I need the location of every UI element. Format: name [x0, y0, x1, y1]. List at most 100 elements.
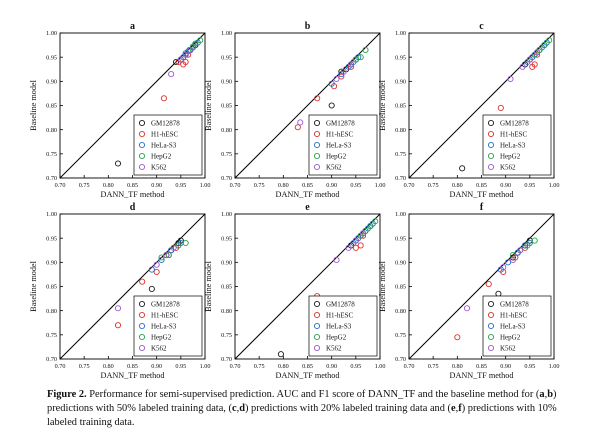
legend-marker [138, 130, 146, 138]
panel-d: d 0.70 0.75 0.80 0.85 0.90 0.95 1.00 0.70 0.75 0.8… [29, 202, 210, 380]
panel-title: b [305, 21, 311, 32]
legend-marker [487, 333, 495, 341]
legend-box [308, 114, 378, 176]
data-point [153, 261, 160, 268]
data-point [526, 56, 533, 63]
data-point [114, 322, 122, 329]
plot-frame [234, 32, 381, 179]
figure-panels: a 0.70 0.75 0.80 0.85 0.90 0.95 1.00 0.70 0.75 0.8… [29, 21, 559, 380]
legend-marker [313, 344, 321, 352]
data-point [459, 165, 466, 172]
data-point [114, 305, 122, 312]
x-tick-label: 0.80 [452, 182, 463, 189]
x-tick-label: 0.80 [452, 363, 463, 370]
data-point [454, 334, 461, 341]
data-point [182, 51, 189, 58]
data-point [148, 266, 155, 273]
caption-panel-ref: a [539, 389, 545, 400]
y-tick-label: 0.85 [46, 103, 57, 110]
x-tick-label: 0.75 [428, 363, 439, 370]
data-point [177, 237, 184, 244]
y-tick-label: 0.70 [221, 175, 232, 182]
panel-title: f [480, 202, 484, 213]
x-tick-label: 0.80 [278, 363, 289, 370]
caption-segment: Performance for semi-supervised predicti… [86, 389, 540, 400]
legend-marker [138, 300, 146, 308]
caption-segment: , [544, 389, 548, 400]
panel-c: c 0.70 0.75 0.80 0.85 0.90 0.95 1.00 0.70 0.75 0.8… [378, 21, 559, 199]
y-tick-label: 0.80 [395, 308, 406, 315]
y-tick-label: 0.90 [395, 79, 406, 86]
data-point [531, 237, 538, 244]
y-tick-label: 0.90 [221, 79, 232, 86]
data-point [531, 61, 538, 68]
legend-label: K562 [500, 164, 516, 172]
legend-label: HepG2 [500, 334, 521, 342]
legend-marker [138, 333, 146, 341]
x-tick-label: 0.95 [350, 363, 361, 370]
legend-label: HeLa-S3 [500, 323, 526, 331]
x-tick-label: 0.70 [55, 182, 66, 189]
y-tick-label: 0.75 [221, 151, 232, 158]
x-tick-label: 0.75 [428, 182, 439, 189]
y-tick-label: 0.90 [221, 260, 232, 267]
legend-label: HepG2 [326, 334, 347, 342]
caption-segment: , [455, 403, 459, 415]
data-point [338, 73, 345, 80]
caption-segment: ) predictions with 20% labeled training … [244, 403, 452, 415]
plot-frame [59, 32, 206, 179]
x-tick-label: 0.95 [524, 182, 535, 189]
caption-panel-ref: b [547, 389, 553, 400]
legend-label: H1-hESC [326, 131, 354, 139]
x-tick-label: 0.70 [230, 363, 241, 370]
legend-marker [313, 130, 321, 138]
data-point [328, 102, 335, 109]
data-point [172, 58, 180, 66]
figure-caption: Figure 2. Performance for semi-supervise… [47, 388, 567, 431]
y-tick-label: 0.80 [46, 127, 57, 134]
data-point [521, 242, 529, 249]
x-tick-label: 0.85 [476, 363, 487, 370]
legend-label: GM12878 [500, 301, 529, 309]
caption-text: Performance for semi-supervised predicti… [47, 389, 557, 428]
x-tick-label: 0.85 [127, 182, 138, 189]
x-tick-label: 0.85 [476, 182, 487, 189]
data-point [163, 252, 170, 259]
data-point [519, 63, 526, 70]
data-point [505, 259, 512, 266]
legend-label: H1-hESC [151, 312, 179, 320]
data-point [509, 254, 516, 261]
y-tick-label: 0.80 [395, 127, 406, 134]
legend-label: HeLa-S3 [326, 323, 352, 331]
data-point [158, 254, 165, 261]
data-point [148, 285, 155, 292]
x-tick-label: 0.90 [326, 363, 337, 370]
data-point [360, 230, 367, 237]
legend-marker [313, 322, 321, 330]
y-tick-label: 0.90 [46, 79, 57, 86]
data-point [340, 68, 347, 75]
x-tick-label: 0.70 [404, 182, 415, 189]
y-tick-label: 1.00 [221, 30, 232, 37]
legend-label: HepG2 [151, 334, 172, 342]
legend-label: K562 [500, 345, 516, 353]
caption-segment: ) predictions with 50% labeled training … [47, 389, 557, 415]
y-tick-label: 0.95 [395, 54, 406, 61]
x-tick-label: 0.80 [103, 363, 114, 370]
plot-frame [408, 213, 555, 360]
data-point [175, 242, 182, 249]
legend-box [133, 114, 203, 176]
legend-label: GM12878 [326, 120, 355, 128]
data-point [182, 239, 189, 247]
data-point [500, 264, 507, 271]
x-axis-label: DANN_TF method [101, 190, 165, 199]
x-axis-label: DANN_TF method [101, 371, 165, 380]
legend-label: HepG2 [500, 153, 521, 161]
legend-box [308, 295, 378, 357]
x-tick-label: 0.75 [79, 182, 90, 189]
figure-svg: a 0.70 0.75 0.80 0.85 0.90 0.95 1.00 0.70 0.75 0.8… [29, 21, 559, 380]
y-tick-label: 0.95 [395, 235, 406, 242]
legend-marker [313, 311, 321, 319]
legend-label: K562 [326, 345, 342, 353]
x-axis-label: DANN_TF method [450, 371, 514, 380]
